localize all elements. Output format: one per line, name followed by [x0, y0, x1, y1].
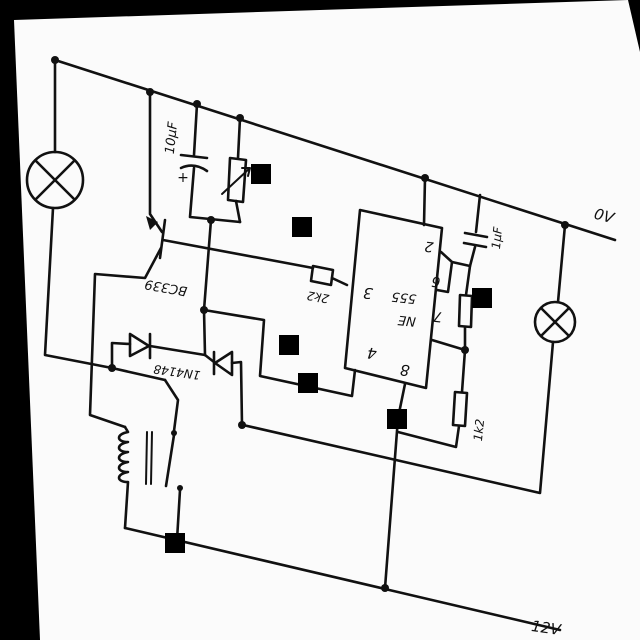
- resistor-timing-body: [451, 390, 469, 428]
- rail-bottom-label: 12V: [530, 617, 563, 639]
- capacitor-top-lead-lower: [188, 166, 242, 224]
- left-lamp-icon: [25, 150, 85, 210]
- transistor-emitter-lead: [88, 246, 163, 429]
- capacitor-top-lead-upper: [192, 102, 199, 157]
- resistor-base-value: 2k2: [306, 288, 330, 306]
- transistor-label: BC339: [144, 276, 189, 298]
- left-lamp-cross: [34, 159, 76, 201]
- resistor-base-lead: [330, 276, 349, 287]
- right-lamp-lead-top: [556, 223, 567, 304]
- redaction-box: [387, 409, 407, 429]
- ic-label-line2: 555: [391, 288, 417, 306]
- diode-left-bar: [148, 332, 207, 360]
- ic-pin-8-label: 8: [399, 361, 410, 380]
- bottom-rail-12v: [123, 526, 562, 632]
- junction-dot: [561, 221, 569, 229]
- capacitor-top-plate-positive: [179, 153, 209, 160]
- capacitor-timing-lead-top: [474, 193, 482, 234]
- redaction-box: [472, 288, 492, 308]
- transistor-arrow-icon: [146, 216, 158, 230]
- ic-pin-3-label: 3: [362, 284, 373, 303]
- junction-dot: [51, 56, 59, 64]
- ic-pin-4-label: 4: [366, 344, 377, 363]
- junction-dot: [238, 421, 246, 429]
- capacitor-timing-lead-bottom: [464, 245, 477, 297]
- diode-left-lead: [110, 341, 132, 370]
- potentiometer-body: [226, 156, 248, 204]
- junction-dot: [200, 306, 208, 314]
- junction-dot: [236, 114, 244, 122]
- relay-switch-lead: [175, 488, 182, 542]
- relay-contact-top: [171, 430, 177, 436]
- relay-switch-feed: [163, 378, 180, 433]
- capacitor-top-plate-negative: [179, 164, 209, 173]
- rail-top-label: 0V: [592, 205, 617, 228]
- paper-sheet: [14, 0, 640, 640]
- capacitor-top-value: 10µF: [163, 121, 181, 155]
- right-lamp-lead-bottom: [241, 340, 555, 495]
- resistor-upper-body: [457, 293, 474, 329]
- diode-right-lead-out: [230, 360, 244, 427]
- redaction-box: [165, 533, 185, 553]
- resistor-timing-value: 1k2: [471, 418, 487, 442]
- relay-core: [145, 431, 153, 485]
- transistor-collector-lead: [148, 90, 164, 234]
- ic-pin-2-label: 2: [424, 238, 435, 255]
- junction-dot: [146, 88, 154, 96]
- capacitor-pot-junction-wire: [202, 218, 213, 312]
- right-lamp-cross: [539, 306, 571, 338]
- potentiometer-lead-top: [236, 116, 242, 160]
- capacitor-timing-plates: [462, 231, 489, 249]
- redaction-box: [298, 373, 318, 393]
- left-lamp-lead-bottom: [43, 206, 167, 382]
- redaction-box: [279, 335, 299, 355]
- diode-label: 1N4148: [152, 362, 201, 382]
- diode-junction-wire: [202, 308, 207, 357]
- relay-coil-icon: [117, 425, 130, 530]
- junction-dot: [461, 346, 469, 354]
- relay-switch-lever: [164, 433, 176, 488]
- right-lamp-icon: [533, 300, 577, 344]
- ic-pin-7-wire: [430, 338, 467, 352]
- ic-body: [343, 208, 444, 390]
- junction-dot: [207, 216, 215, 224]
- redaction-box: [292, 217, 312, 237]
- transistor-base-wire: [161, 238, 315, 270]
- junction-dot: [193, 100, 201, 108]
- reset-wire: [202, 308, 357, 398]
- junction-dot: [381, 584, 389, 592]
- relay-contact-bottom: [177, 485, 183, 491]
- ic-pin-6-label: 6: [431, 273, 442, 290]
- redaction-box: [251, 164, 271, 184]
- junction-dot: [108, 364, 116, 372]
- ic-pin-7-label: 7: [433, 308, 444, 325]
- resistor-base-body: [309, 264, 335, 287]
- resistor-timing-lead: [396, 424, 461, 449]
- potentiometer-lead-bottom: [234, 199, 242, 224]
- ic-supply-wire: [422, 176, 427, 227]
- capacitor-timing-value: 1µF: [489, 225, 505, 250]
- ic-pin-2-6-bridge: [435, 250, 472, 294]
- junction-dot: [421, 174, 429, 182]
- ic-label-line1: NE: [397, 312, 417, 329]
- potentiometer-wiper-arrow-icon: [221, 167, 251, 195]
- diode-right-lead: [203, 353, 216, 364]
- diode-left-icon: [128, 332, 151, 358]
- capacitor-top-polarity: +: [177, 170, 189, 186]
